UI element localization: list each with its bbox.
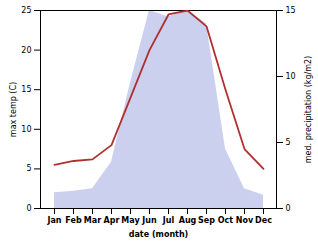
svg-text:0: 0 xyxy=(286,204,291,213)
svg-text:Apr: Apr xyxy=(104,216,120,225)
svg-text:25: 25 xyxy=(21,6,31,15)
svg-text:Nov: Nov xyxy=(236,216,254,225)
svg-text:date (month): date (month) xyxy=(129,230,189,239)
svg-text:20: 20 xyxy=(21,46,31,55)
svg-text:Oct: Oct xyxy=(218,216,234,225)
svg-text:Dec: Dec xyxy=(255,216,272,225)
svg-text:Jan: Jan xyxy=(46,216,61,225)
svg-text:15: 15 xyxy=(21,85,31,94)
svg-text:med. precipitation (kg/m2): med. precipitation (kg/m2) xyxy=(304,56,313,163)
svg-text:5: 5 xyxy=(26,164,31,173)
svg-text:0: 0 xyxy=(26,204,31,213)
svg-text:Jul: Jul xyxy=(162,216,175,225)
svg-text:Feb: Feb xyxy=(65,216,82,225)
svg-text:May: May xyxy=(121,216,140,225)
svg-text:max temp (C): max temp (C) xyxy=(9,82,18,137)
svg-text:Mar: Mar xyxy=(84,216,101,225)
svg-text:Sep: Sep xyxy=(198,216,215,225)
svg-text:Aug: Aug xyxy=(179,216,197,225)
svg-text:10: 10 xyxy=(21,125,31,134)
svg-text:5: 5 xyxy=(286,138,291,147)
svg-text:15: 15 xyxy=(286,6,296,15)
svg-text:10: 10 xyxy=(286,72,296,81)
svg-text:Jun: Jun xyxy=(141,216,157,225)
